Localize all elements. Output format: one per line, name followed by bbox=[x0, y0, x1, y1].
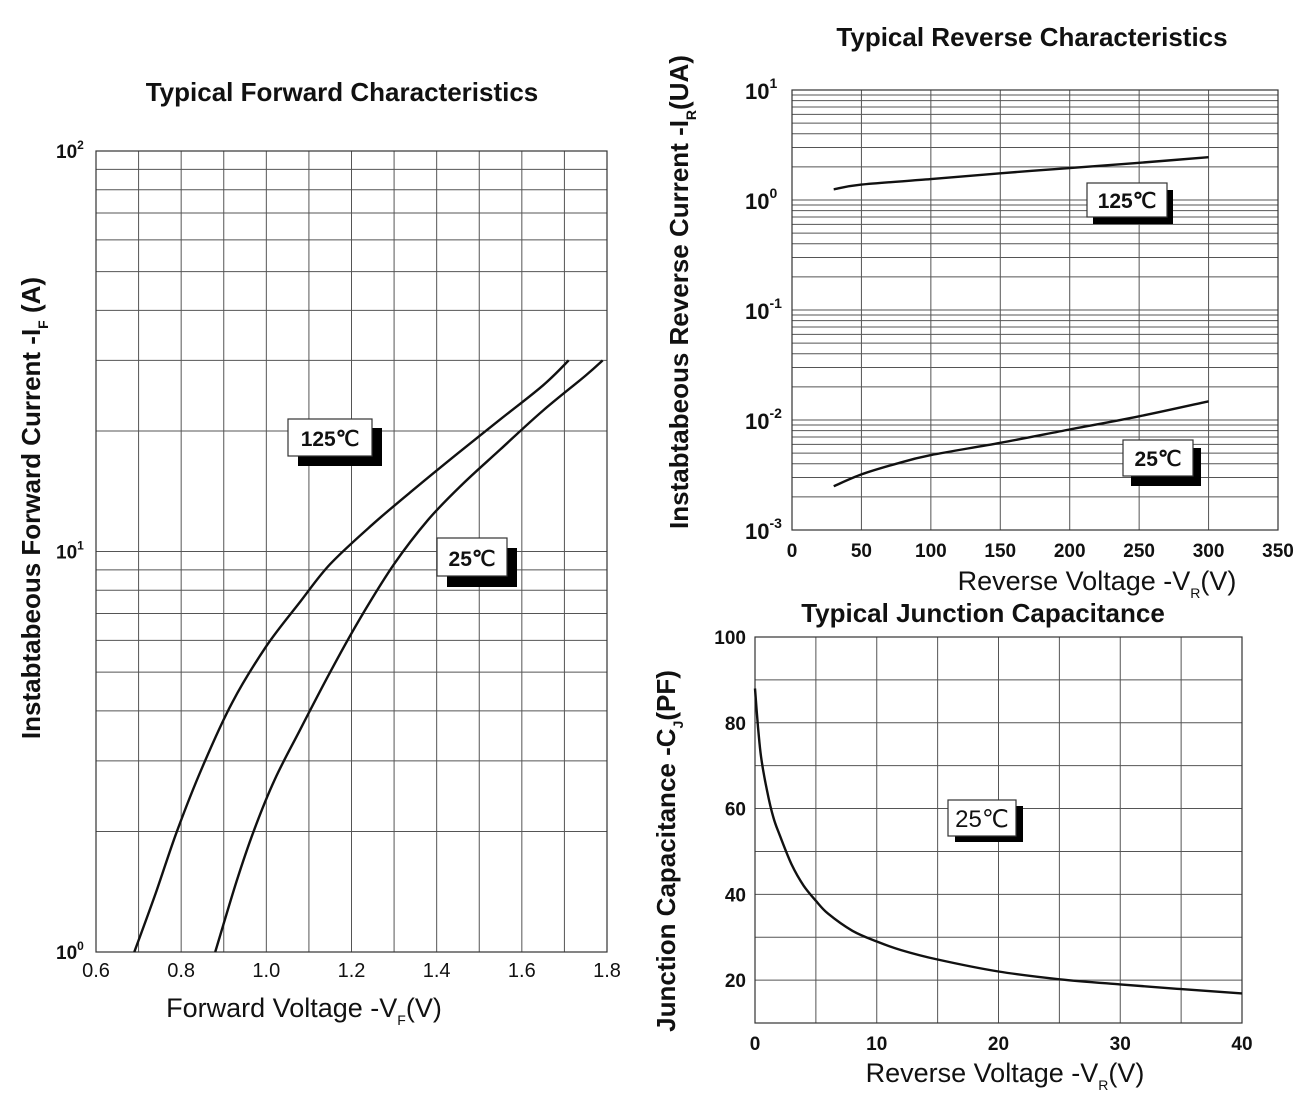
x-tick-label: 100 bbox=[915, 541, 947, 562]
forward-grid bbox=[95, 150, 608, 953]
reverse-x-ticks: 0 50 100 150 200 250 300 350 bbox=[787, 541, 1294, 562]
capacitance-x-ticks: 0 10 20 30 40 bbox=[750, 1034, 1253, 1055]
series-line-0 bbox=[753, 688, 1243, 995]
x-tick-label: 1.2 bbox=[338, 960, 366, 982]
y-tick-label: 101 bbox=[745, 75, 777, 104]
y-tick-label: 60 bbox=[725, 800, 746, 821]
forward-x-ticks: 0.6 0.8 1.0 1.2 1.4 1.6 1.8 bbox=[82, 960, 621, 982]
y-tick-label: 40 bbox=[725, 885, 746, 906]
series-line-0 bbox=[833, 156, 1209, 191]
reverse-x-axis-label: Reverse Voltage -VR(V) bbox=[958, 566, 1237, 601]
series-line-1 bbox=[833, 400, 1209, 488]
capacitance-plot-frame bbox=[754, 636, 1243, 1024]
forward-chart-title: Typical Forward Characteristics bbox=[146, 77, 539, 107]
x-tick-label: 250 bbox=[1123, 541, 1155, 562]
y-tick-label: 10-1 bbox=[745, 295, 782, 324]
reverse-grid bbox=[791, 89, 1279, 531]
x-tick-label: 200 bbox=[1054, 541, 1086, 562]
y-tick-label: 102 bbox=[56, 138, 84, 163]
series-label: 125℃ bbox=[1098, 190, 1157, 213]
x-tick-label: 30 bbox=[1110, 1034, 1131, 1055]
forward-label-125c: 125℃ bbox=[287, 418, 382, 466]
x-tick-label: 1.4 bbox=[423, 960, 451, 982]
x-tick-label: 50 bbox=[851, 541, 872, 562]
y-tick-label: 100 bbox=[714, 628, 746, 649]
capacitance-label-25c: 25℃ bbox=[947, 799, 1023, 842]
forward-curves bbox=[133, 359, 604, 953]
x-tick-label: 10 bbox=[866, 1034, 887, 1055]
x-tick-label: 1.0 bbox=[252, 960, 280, 982]
series-label: 25℃ bbox=[955, 806, 1009, 833]
reverse-y-ticks: 10-3 10-2 10-1 100 101 bbox=[745, 75, 782, 544]
reverse-chart-title: Typical Reverse Characteristics bbox=[836, 22, 1227, 52]
y-tick-label: 80 bbox=[725, 714, 746, 735]
capacitance-y-axis-label: Junction Capacitance -CJ(PF) bbox=[651, 670, 686, 1032]
reverse-curves bbox=[833, 156, 1209, 488]
x-tick-label: 0 bbox=[750, 1034, 761, 1055]
y-tick-label: 100 bbox=[56, 939, 84, 964]
reverse-plot-frame bbox=[791, 89, 1279, 531]
x-tick-label: 0.8 bbox=[167, 960, 195, 982]
forward-y-axis-label: Instabtabeous Forward Current -IF (A) bbox=[16, 277, 51, 739]
x-tick-label: 350 bbox=[1262, 541, 1294, 562]
x-tick-label: 20 bbox=[988, 1034, 1009, 1055]
series-label: 25℃ bbox=[449, 548, 496, 571]
reverse-chart: Typical Reverse Characteristics 0 50 100 15… bbox=[664, 22, 1294, 601]
forward-x-axis-label: Forward Voltage -VF(V) bbox=[166, 993, 442, 1028]
series-label: 25℃ bbox=[1135, 448, 1182, 471]
capacitance-chart: Typical Junction Capacitance 0 10 20 30 40 2… bbox=[651, 598, 1253, 1093]
series-line-0 bbox=[133, 359, 570, 953]
x-tick-label: 1.8 bbox=[593, 960, 621, 982]
x-tick-label: 0.6 bbox=[82, 960, 110, 982]
forward-chart: Typical Forward Characteristics 0.6 0.8 1.… bbox=[16, 77, 621, 1028]
y-tick-label: 101 bbox=[56, 539, 84, 564]
capacitance-y-ticks: 20 40 60 80 100 bbox=[714, 628, 746, 992]
y-tick-label: 20 bbox=[725, 971, 746, 992]
x-tick-label: 0 bbox=[787, 541, 798, 562]
reverse-label-25c: 25℃ bbox=[1122, 439, 1201, 486]
series-line-1 bbox=[214, 359, 604, 953]
reverse-label-125c: 125℃ bbox=[1086, 182, 1173, 224]
forward-plot-frame bbox=[95, 150, 608, 953]
capacitance-chart-title: Typical Junction Capacitance bbox=[801, 598, 1165, 628]
series-label: 125℃ bbox=[301, 428, 360, 451]
x-tick-label: 40 bbox=[1231, 1034, 1252, 1055]
forward-y-ticks: 100 101 102 bbox=[56, 138, 84, 964]
y-tick-label: 10-3 bbox=[745, 515, 782, 544]
y-tick-label: 10-2 bbox=[745, 405, 782, 434]
y-tick-label: 100 bbox=[745, 185, 777, 214]
capacitance-x-axis-label: Reverse Voltage -VR(V) bbox=[866, 1058, 1145, 1093]
forward-label-25c: 25℃ bbox=[436, 537, 517, 587]
x-tick-label: 300 bbox=[1193, 541, 1225, 562]
capacitance-curves bbox=[753, 688, 1243, 995]
x-tick-label: 1.6 bbox=[508, 960, 536, 982]
reverse-y-axis-label: Instabtabeous Reverse Current -IR(UA) bbox=[664, 55, 699, 529]
x-tick-label: 150 bbox=[984, 541, 1016, 562]
